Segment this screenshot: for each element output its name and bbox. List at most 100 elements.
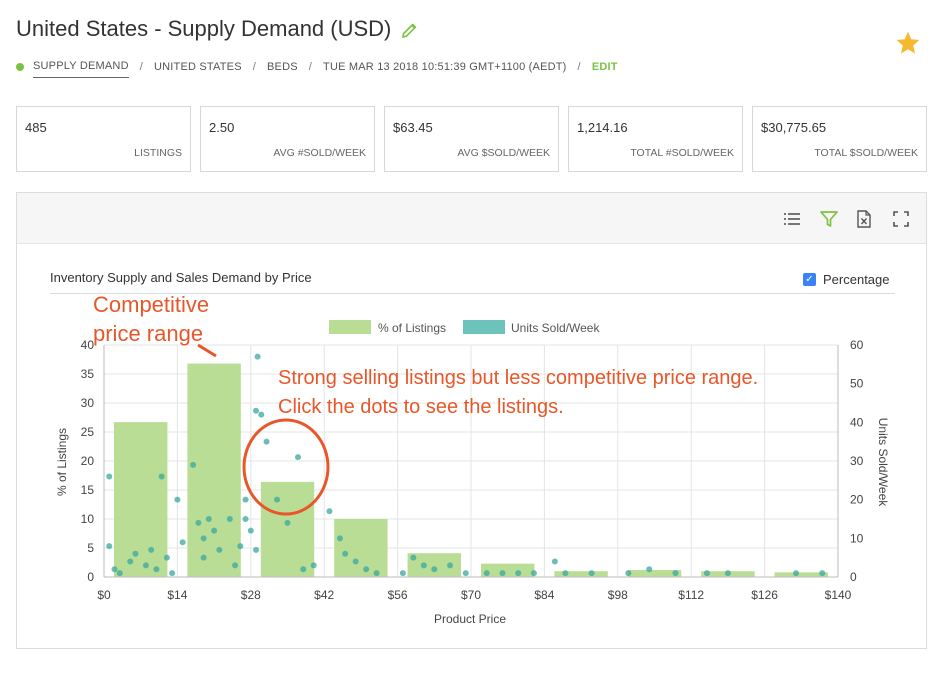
stat-card-avg-revenue: $63.45 AVG $SOLD/WEEK: [384, 106, 559, 172]
listing-dot[interactable]: [284, 519, 291, 526]
listing-dot[interactable]: [254, 353, 261, 360]
listing-dot[interactable]: [515, 570, 522, 577]
stat-card-listings: 485 LISTINGS: [16, 106, 191, 172]
listing-dot[interactable]: [399, 570, 406, 577]
chart-legend: % of Listings Units Sold/Week: [329, 320, 600, 335]
listing-dot[interactable]: [142, 562, 149, 569]
listing-dot[interactable]: [724, 570, 731, 577]
listing-dot[interactable]: [232, 562, 239, 569]
listing-dot[interactable]: [253, 407, 260, 414]
listing-dot[interactable]: [195, 519, 202, 526]
excel-export-icon[interactable]: [854, 209, 874, 229]
listing-bar[interactable]: [334, 519, 388, 577]
listing-dot[interactable]: [247, 527, 254, 534]
listing-dot[interactable]: [342, 550, 349, 557]
chart-title: Inventory Supply and Sales Demand by Pri…: [50, 270, 312, 285]
pencil-icon[interactable]: [401, 20, 419, 38]
listing-dot[interactable]: [310, 562, 317, 569]
listing-dot[interactable]: [205, 516, 212, 522]
listing-dot[interactable]: [153, 566, 160, 573]
stat-label: TOTAL #SOLD/WEEK: [630, 147, 734, 159]
listing-dot[interactable]: [703, 570, 710, 577]
listing-bar[interactable]: [114, 422, 168, 577]
listing-dot[interactable]: [373, 570, 380, 577]
listing-bar[interactable]: [407, 553, 461, 577]
listing-dot[interactable]: [190, 461, 197, 468]
filter-icon[interactable]: [819, 209, 839, 229]
listing-dot[interactable]: [793, 570, 800, 577]
breadcrumb-separator: /: [308, 60, 313, 73]
breadcrumb-edit-link[interactable]: EDIT: [591, 60, 618, 73]
listing-dot[interactable]: [200, 535, 207, 542]
listing-dot[interactable]: [819, 570, 826, 577]
listing-dot[interactable]: [211, 527, 218, 534]
listing-dot[interactable]: [336, 535, 343, 542]
favorite-star-icon[interactable]: [895, 30, 921, 56]
listing-dot[interactable]: [242, 516, 249, 522]
listing-dot[interactable]: [106, 473, 113, 480]
listing-dot[interactable]: [258, 411, 265, 418]
legend-listings[interactable]: % of Listings: [329, 320, 446, 335]
listing-dot[interactable]: [169, 570, 176, 577]
checkbox-checked-icon[interactable]: ✓: [803, 273, 816, 286]
listing-dot[interactable]: [646, 566, 653, 573]
status-dot: [16, 62, 24, 71]
breadcrumb-timestamp: TUE MAR 13 2018 10:51:39 GMT+1100 (AEDT): [323, 60, 567, 73]
breadcrumb-supply-demand[interactable]: SUPPLY DEMAND: [33, 60, 129, 78]
list-icon[interactable]: [782, 209, 802, 229]
stat-label: TOTAL $SOLD/WEEK: [814, 147, 918, 159]
breadcrumb-category[interactable]: BEDS: [267, 60, 298, 73]
listing-dot[interactable]: [483, 570, 490, 577]
page-title: United States - Supply Demand (USD): [16, 16, 419, 42]
listing-dot[interactable]: [111, 566, 118, 573]
listing-dot[interactable]: [274, 496, 281, 503]
listing-dot[interactable]: [352, 558, 359, 565]
stat-value: 1,214.16: [577, 120, 628, 135]
listing-dot[interactable]: [127, 558, 134, 565]
listing-bar[interactable]: [260, 481, 315, 577]
listing-dot[interactable]: [499, 570, 506, 577]
listing-dot[interactable]: [106, 543, 113, 550]
listing-dot[interactable]: [562, 570, 569, 577]
listing-bar[interactable]: [187, 363, 241, 577]
listing-bar[interactable]: [627, 570, 682, 577]
listing-dot[interactable]: [116, 570, 123, 577]
listing-dot[interactable]: [174, 496, 181, 503]
listing-dot[interactable]: [242, 496, 249, 503]
listing-dot[interactable]: [363, 566, 370, 573]
listing-bar[interactable]: [554, 571, 608, 577]
listing-dot[interactable]: [447, 562, 454, 569]
listing-dot[interactable]: [672, 570, 679, 577]
fullscreen-icon[interactable]: [891, 209, 911, 229]
listing-dot[interactable]: [431, 566, 438, 573]
listing-dot[interactable]: [462, 570, 469, 577]
listing-dot[interactable]: [420, 562, 427, 569]
listing-dot[interactable]: [200, 554, 207, 561]
listing-dot[interactable]: [530, 570, 537, 577]
listing-dot[interactable]: [253, 546, 260, 553]
listing-dot[interactable]: [326, 508, 333, 515]
listing-dot[interactable]: [300, 566, 307, 573]
listing-dot[interactable]: [158, 473, 165, 480]
listing-dot[interactable]: [294, 454, 301, 461]
listing-dot[interactable]: [216, 546, 223, 553]
listing-bar[interactable]: [774, 572, 828, 577]
listing-dot[interactable]: [625, 570, 632, 577]
breadcrumb: SUPPLY DEMAND / UNITED STATES / BEDS / T…: [16, 55, 618, 78]
listing-dot[interactable]: [410, 554, 417, 561]
listing-dot[interactable]: [148, 546, 155, 553]
listing-dot[interactable]: [551, 558, 558, 565]
listing-dot[interactable]: [263, 438, 270, 445]
listing-dot[interactable]: [588, 570, 595, 577]
listing-dot[interactable]: [132, 550, 139, 557]
legend-units-sold[interactable]: Units Sold/Week: [463, 320, 600, 335]
breadcrumb-country[interactable]: UNITED STATES: [153, 60, 242, 73]
listing-dot[interactable]: [163, 554, 170, 561]
chart-divider: [50, 293, 895, 294]
listing-dot[interactable]: [179, 539, 186, 546]
percentage-checkbox[interactable]: ✓ Percentage: [803, 272, 890, 287]
listing-dot[interactable]: [226, 516, 233, 522]
stat-label: AVG $SOLD/WEEK: [457, 147, 550, 159]
listing-dot[interactable]: [237, 543, 244, 550]
legend-swatch-listings: [329, 320, 371, 334]
